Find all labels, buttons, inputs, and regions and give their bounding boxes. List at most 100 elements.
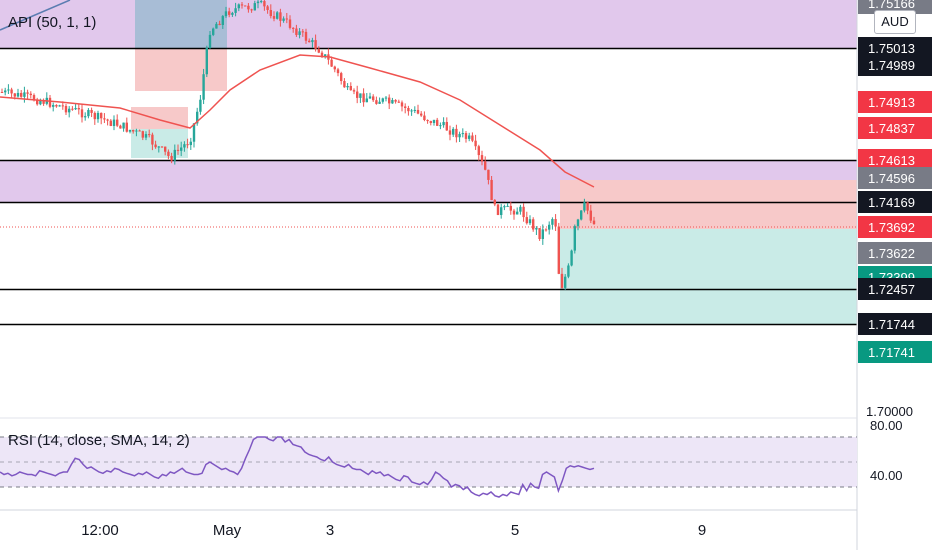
price-label-bg — [858, 149, 932, 171]
candle-body — [202, 74, 205, 100]
candle-body — [10, 89, 13, 94]
price-label-bg — [858, 341, 932, 363]
price-label-text: 1.75166 — [868, 0, 915, 11]
candle-body — [103, 118, 106, 120]
price-label-bg — [858, 37, 932, 59]
candle-body — [288, 19, 292, 28]
candle-body — [439, 125, 442, 127]
candle-body — [151, 134, 154, 145]
candle-body — [432, 119, 436, 123]
candle-body — [215, 23, 218, 29]
candle-body — [4, 90, 7, 93]
candle-body — [52, 104, 55, 107]
candle-body — [128, 129, 132, 132]
candle-body — [39, 100, 42, 105]
candle-body — [231, 12, 234, 15]
candle-body — [138, 130, 141, 132]
candle-body — [480, 155, 484, 162]
candle-body — [448, 130, 452, 135]
candle-body — [487, 169, 490, 180]
candle-body — [68, 108, 71, 113]
candle-body — [7, 89, 10, 91]
indicator-legend[interactable]: API (50, 1, 1) — [8, 14, 97, 31]
candle-body — [26, 92, 29, 94]
price-label-bg — [858, 167, 932, 189]
candle-body — [365, 98, 368, 103]
candle-body — [324, 54, 327, 57]
candle-body — [189, 141, 192, 146]
price-label: 1.73692 — [858, 216, 932, 238]
green-zone-1 — [131, 129, 188, 158]
candle-body — [122, 122, 125, 129]
candle-body — [90, 109, 93, 113]
currency-button[interactable]: AUD — [874, 10, 916, 34]
candle-body — [567, 265, 570, 277]
candle-body — [13, 93, 16, 97]
x-tick-label: 5 — [511, 522, 519, 539]
price-label-text: 1.74989 — [868, 58, 915, 73]
candle-body — [564, 276, 567, 288]
candle-body — [276, 12, 279, 19]
candle-body — [304, 31, 308, 41]
candle-body — [228, 11, 231, 15]
candle-body — [199, 99, 202, 112]
price-label-bg — [858, 242, 932, 264]
candle-body — [170, 155, 173, 161]
candle-body — [48, 97, 52, 107]
candle-body — [397, 101, 400, 103]
candle-body — [186, 144, 189, 146]
candle-body — [436, 119, 439, 126]
price-label-text: 1.74596 — [868, 171, 915, 186]
candle-body — [71, 108, 74, 110]
candle-body — [116, 119, 119, 126]
candle-body — [388, 97, 391, 104]
price-label: 1.73622 — [858, 242, 932, 264]
candle-body — [167, 151, 170, 156]
candle-body — [560, 273, 564, 288]
candle-body — [477, 146, 480, 156]
x-tick-label: 9 — [698, 522, 706, 539]
candle-body — [301, 31, 304, 33]
candle-body — [164, 146, 167, 152]
rsi-line — [0, 436, 595, 498]
candle-body — [314, 40, 317, 49]
candle-body — [368, 96, 372, 99]
candle-body — [266, 6, 269, 10]
candle-body — [407, 108, 410, 112]
candle-body — [589, 210, 592, 221]
candle-body — [391, 100, 394, 104]
price-label-bg — [858, 54, 932, 76]
candle-body — [343, 81, 346, 88]
price-label-text: 1.75013 — [868, 41, 915, 56]
candle-body — [570, 250, 573, 266]
candle-body — [509, 205, 512, 211]
price-label-text: 1.73622 — [868, 246, 915, 261]
candle-body — [295, 28, 298, 35]
candle-body — [400, 102, 404, 107]
candle-body — [464, 133, 468, 139]
candle-body — [55, 104, 58, 107]
candle-body — [320, 52, 324, 57]
candle-body — [77, 108, 80, 110]
candle-body — [468, 135, 471, 139]
price-label: 1.75013 — [858, 37, 932, 59]
candle-body — [154, 144, 157, 148]
candle-body — [362, 93, 365, 103]
candle-body — [349, 86, 352, 91]
purple-zone-top — [0, 0, 857, 48]
candle-body — [93, 112, 96, 120]
candle-body — [500, 207, 503, 215]
rsi-legend[interactable]: RSI (14, close, SMA, 14, 2) — [8, 432, 190, 449]
price-label-text: 1.71744 — [868, 317, 915, 332]
candle-body — [173, 149, 176, 161]
price-label: 1.74913 — [858, 91, 932, 113]
candle-body — [221, 16, 224, 25]
candle-body — [541, 229, 544, 239]
candle-body — [394, 100, 397, 102]
candle-body — [61, 105, 64, 107]
candle-body — [576, 219, 580, 227]
candle-body — [157, 146, 160, 148]
candle-body — [455, 128, 458, 138]
candle-body — [285, 18, 288, 20]
